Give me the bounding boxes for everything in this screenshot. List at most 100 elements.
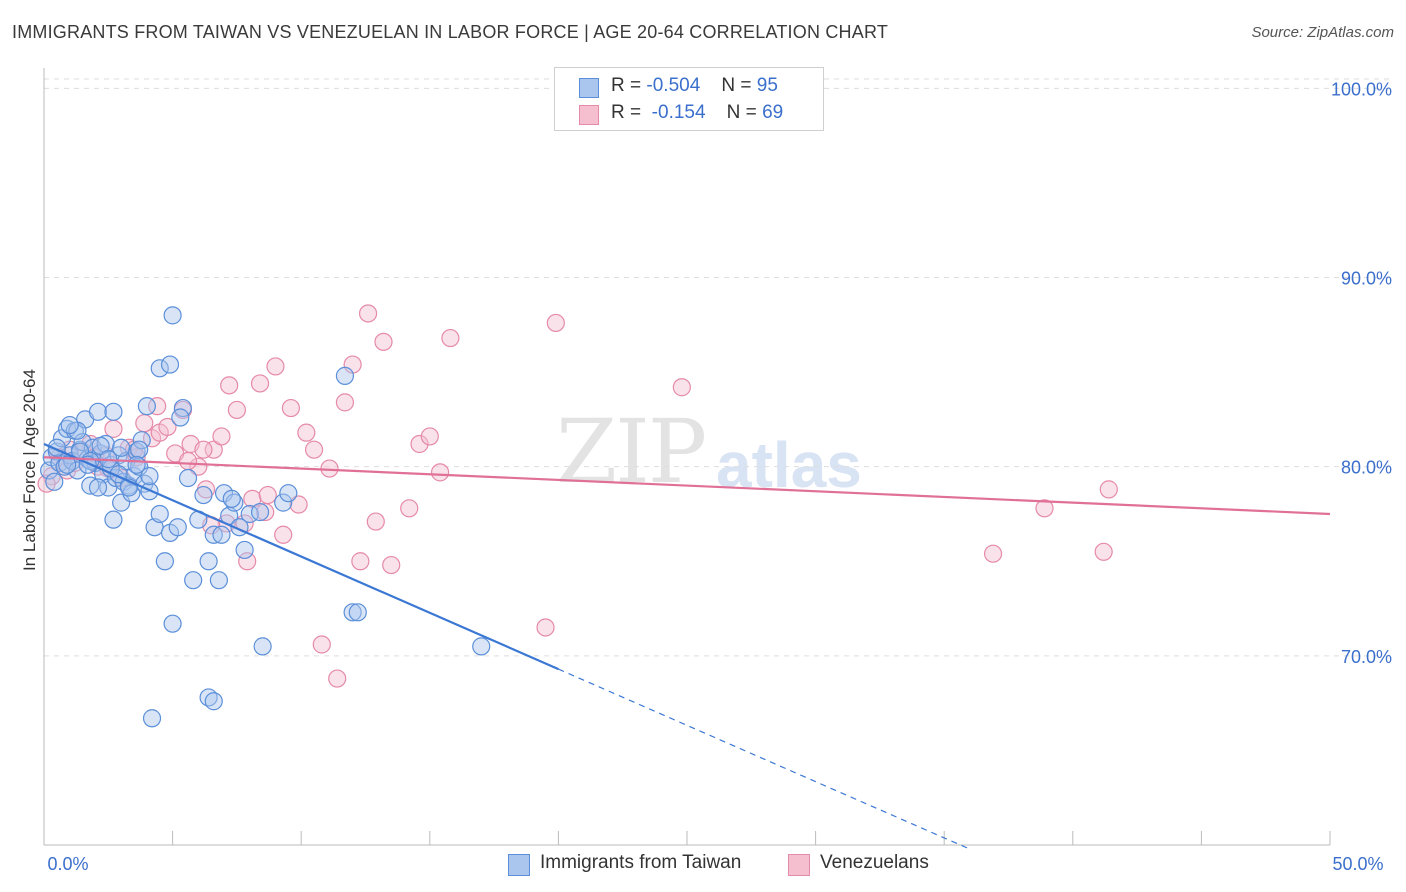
y-tick-label-90: 90.0%: [1341, 269, 1392, 289]
taiwan-point-71: [472, 637, 491, 656]
venezuelans-point-60: [148, 397, 167, 416]
venezuelans-point-27: [250, 374, 270, 393]
venezuelans-point-61: [178, 451, 198, 471]
x-tick-label-max: 50.0%: [1332, 854, 1383, 874]
taiwan-point-94: [222, 489, 241, 508]
venezuelans-point-24: [227, 400, 246, 420]
y-tick-label-70: 70.0%: [1341, 647, 1392, 667]
taiwan-point-67: [253, 637, 272, 656]
venezuelans-point-37: [328, 669, 347, 688]
taiwan-n-value: 95: [756, 75, 778, 96]
source-label: Source: ZipAtlas.com: [1251, 24, 1394, 41]
x-tick-label-min: 0.0%: [47, 854, 88, 874]
venezuelans-point-49: [441, 328, 460, 348]
taiwan-point-41: [150, 504, 169, 524]
axes: [43, 68, 1331, 846]
taiwan-point-52: [204, 525, 223, 544]
taiwan-point-90: [60, 415, 79, 435]
venezuelans-point-8: [104, 419, 123, 438]
venezuelans-point-50: [536, 618, 555, 637]
taiwan-point-79: [112, 438, 131, 457]
taiwan-point-38: [137, 397, 156, 416]
taiwan-n-label: N =: [721, 75, 752, 96]
taiwan-point-44: [163, 614, 182, 633]
venezuelans-point-38: [335, 393, 355, 412]
venezuelans-point-41: [358, 304, 378, 323]
taiwan-point-70: [142, 709, 162, 728]
taiwan-point-42: [155, 552, 174, 571]
venezuelans-n-value: 69: [762, 102, 784, 123]
stats-legend: R = -0.504 N = 95 R = -0.154 N = 69: [554, 67, 824, 131]
taiwan-point-91: [104, 402, 123, 421]
venezuelans-r-value: -0.154: [651, 102, 706, 123]
taiwan-point-11: [68, 461, 87, 480]
venezuelans-point-43: [374, 332, 393, 351]
venezuelans-point-40: [351, 552, 370, 571]
venezuelans-point-30: [274, 525, 293, 544]
taiwan-legend-swatch: [508, 854, 530, 876]
taiwan-point-65: [343, 603, 362, 622]
taiwan-point-69: [204, 692, 223, 711]
venezuelans-point-33: [297, 423, 316, 442]
taiwan-point-34: [127, 442, 146, 461]
venezuelans-r-label: R =: [611, 102, 642, 123]
taiwan-point-61: [160, 355, 180, 374]
taiwan-trend-line: [43, 442, 559, 671]
taiwan-r-value: -0.504: [646, 75, 701, 96]
taiwan-point-45: [168, 518, 187, 537]
venezuelans-n-label: N =: [726, 102, 757, 123]
y-tick-label-100: 100.0%: [1331, 79, 1392, 99]
taiwan-point-51: [199, 552, 218, 571]
taiwan-point-50: [194, 485, 213, 505]
taiwan-point-92: [127, 455, 146, 474]
taiwan-r-label: R =: [611, 75, 642, 96]
venezuelans-point-32: [289, 495, 308, 514]
taiwan-swatch: [579, 78, 599, 98]
taiwan-point-60: [150, 359, 169, 378]
chart-title: IMMIGRANTS FROM TAIWAN VS VENEZUELAN IN …: [12, 22, 889, 42]
venezuelans-point-53: [983, 544, 1003, 563]
venezuelans-point-46: [410, 434, 429, 454]
venezuelans-point-12: [135, 414, 154, 433]
venezuelans-point-22: [212, 427, 231, 446]
venezuelans-point-45: [400, 499, 419, 518]
venezuelans-point-47: [420, 427, 439, 446]
taiwan-point-81: [58, 455, 77, 474]
taiwan-point-63: [163, 306, 182, 325]
trend-lines: [43, 442, 1331, 850]
venezuelans-point-23: [220, 376, 239, 395]
venezuelans-legend-swatch: [788, 854, 810, 876]
source-text: Source: ZipAtlas.com: [1251, 24, 1394, 41]
venezuelans-point-59: [256, 502, 275, 522]
venezuelans-point-19: [189, 457, 208, 476]
venezuelans-point-57: [194, 440, 213, 459]
venezuelans-point-34: [304, 440, 324, 459]
taiwan-point-66: [348, 603, 367, 622]
taiwan-trend-extension: [558, 668, 971, 850]
taiwan-point-0: [40, 461, 59, 480]
taiwan-point-74: [250, 502, 270, 522]
taiwan-legend-label: Immigrants from Taiwan: [540, 852, 742, 873]
venezuelans-trend-line: [43, 456, 1331, 516]
taiwan-point-64: [335, 366, 355, 385]
taiwan-point-88: [130, 440, 149, 459]
y-tick-label-80: 80.0%: [1341, 458, 1392, 478]
venezuelans-point-48: [430, 463, 450, 482]
venezuelans-point-54: [1035, 499, 1054, 518]
venezuelans-point-29: [266, 357, 285, 376]
venezuelans-point-15: [158, 417, 177, 437]
venezuelans-point-44: [382, 555, 401, 575]
venezuelans-legend-label: Venezuelans: [820, 852, 929, 873]
taiwan-point-93: [212, 525, 231, 544]
venezuelans-swatch: [579, 105, 599, 125]
taiwan-point-58: [235, 540, 254, 560]
venezuelans-point-56: [1099, 480, 1118, 499]
venezuelans-point-35: [312, 635, 331, 654]
taiwan-point-48: [184, 571, 203, 590]
y-axis-label: In Labor Force | Age 20-64: [20, 369, 39, 571]
venezuelans-point-52: [672, 378, 691, 397]
venezuelans-point-42: [366, 512, 385, 531]
taiwan-point-47: [178, 468, 198, 488]
taiwan-point-25: [104, 510, 123, 529]
